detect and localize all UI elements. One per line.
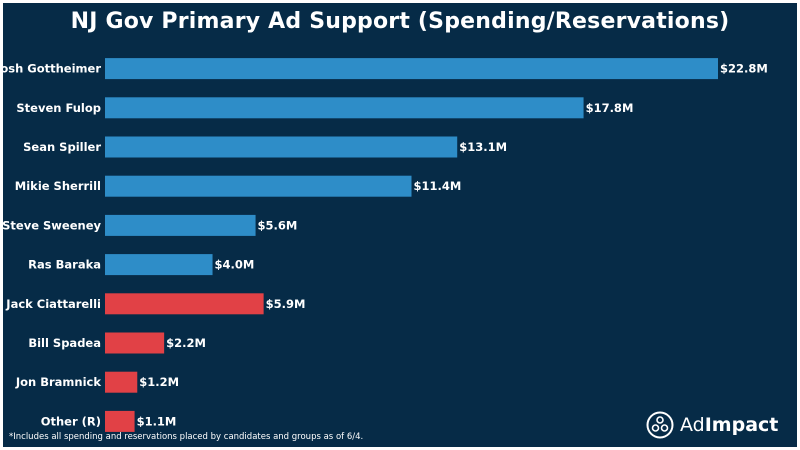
category-label: Josh Gottheimer xyxy=(3,62,101,76)
adimpact-logo: AdImpact xyxy=(646,411,778,439)
value-label: $13.1M xyxy=(459,140,507,154)
bar xyxy=(105,58,718,80)
logo-prefix: Ad xyxy=(680,414,705,436)
category-label: Ras Baraka xyxy=(28,258,101,272)
value-label: $1.1M xyxy=(137,414,177,428)
category-label: Sean Spiller xyxy=(23,140,101,154)
value-label: $17.8M xyxy=(586,101,634,115)
value-label: $1.2M xyxy=(139,375,179,389)
value-label: $11.4M xyxy=(414,179,462,193)
bar xyxy=(105,371,138,393)
chart-title: NJ Gov Primary Ad Support (Spending/Rese… xyxy=(70,9,730,34)
bar xyxy=(105,175,412,197)
adimpact-logo-icon xyxy=(646,411,674,439)
value-label: $22.8M xyxy=(720,62,768,76)
category-label: Jon Bramnick xyxy=(15,375,101,389)
category-label: Jack Ciattarelli xyxy=(5,297,101,311)
category-label: Mikie Sherrill xyxy=(15,179,101,193)
value-label: $5.6M xyxy=(258,218,298,232)
category-label: Steve Sweeney xyxy=(3,218,101,232)
footnote: *Includes all spending and reservations … xyxy=(9,432,364,442)
bar xyxy=(105,293,264,315)
logo-suffix: Impact xyxy=(704,414,779,436)
bar xyxy=(105,410,135,432)
bar xyxy=(105,332,165,354)
value-label: $2.2M xyxy=(166,336,206,350)
bar xyxy=(105,254,213,276)
category-label: Bill Spadea xyxy=(28,336,101,350)
category-label: Steven Fulop xyxy=(16,101,101,115)
value-label: $4.0M xyxy=(215,258,255,272)
bar xyxy=(105,136,458,158)
value-label: $5.9M xyxy=(266,297,306,311)
adimpact-logo-text: AdImpact xyxy=(680,414,778,436)
bar xyxy=(105,214,256,236)
bar xyxy=(105,97,584,119)
chart-panel: NJ Gov Primary Ad Support (Spending/Rese… xyxy=(3,3,797,447)
category-label: Other (R) xyxy=(41,414,101,428)
bar-chart: Josh Gottheimer $22.8M Steven Fulop $17.8M S… xyxy=(3,58,768,432)
